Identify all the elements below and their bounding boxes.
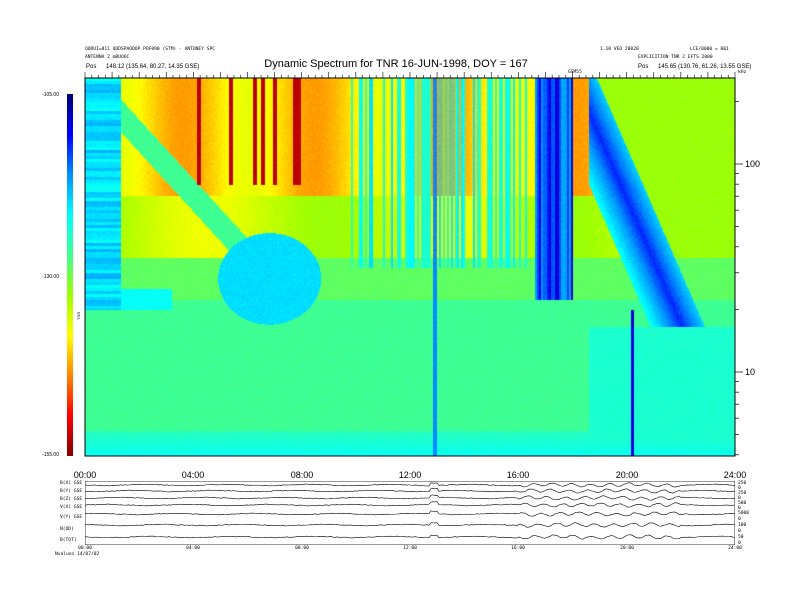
top-tick-marks [84, 72, 736, 78]
header-right-line-2: LCE/0000 = 801 [690, 47, 729, 52]
y-unit-label: kHz [738, 70, 747, 75]
param-scale-4: 500 [738, 501, 747, 506]
parameter-frame [85, 481, 735, 545]
param-scale-11: 0 [738, 541, 741, 546]
parameter-trace [85, 510, 735, 517]
parameter-trace [85, 534, 735, 540]
marker-label: GSM55 [568, 70, 582, 75]
cursor-right-readout: Pos 145.65 (130.76, 61.26, 13.55 GSE) [638, 64, 751, 70]
param-scale-6: 5000 [738, 511, 750, 516]
param-label-btot: B(TOT) [60, 538, 77, 543]
x-tick-16: 16:00 [506, 470, 530, 480]
x-tick-12: 12:00 [398, 470, 422, 480]
cursor-right-label: Pos [638, 64, 649, 70]
header-left-line-2: ANTENNA 2 mBUOOC [85, 55, 130, 60]
cursor-left-label: Pos [86, 64, 97, 70]
param-scale-10: 50 [738, 535, 744, 540]
param-x-tick-16: 16:00 [511, 546, 525, 551]
param-x-tick-08: 08:00 [295, 546, 309, 551]
parameter-trace [85, 482, 735, 488]
parameter-trace [85, 487, 735, 494]
param-label-bx: B(X) GSE [60, 481, 83, 486]
cursor-left-readout: Pos 148.12 (135.64, 80.27, 14.35 GSE) [86, 64, 199, 70]
chart-title: Dynamic Spectrum for TNR 16-JUN-1998, DO… [264, 58, 528, 70]
cursor-right-value: 145.65 (130.76, 61.26, 13.55 GSE) [658, 64, 752, 70]
param-label-vx: V(X) GSE [60, 505, 83, 510]
colorbar-tick-bottom: -155.00 [42, 452, 59, 458]
param-x-tick-00: 00:00 [78, 546, 92, 551]
header-left-line-1: OODUI=811 QODSPAODOP POF090 (STM) - ANTO… [85, 47, 215, 52]
param-label-by: B(Y) GSE [60, 489, 83, 494]
header-right-line-3: EXPLICITION TNR 2 EFTS 2000 [638, 55, 713, 60]
x-tick-04: 04:00 [181, 470, 205, 480]
x-tick-00: 00:00 [73, 470, 97, 480]
header-right-line-1: 1.10 VEO 20020 [600, 47, 639, 52]
param-label-vy: V(Y) GSE [60, 515, 83, 520]
x-tick-08: 08:00 [290, 470, 314, 480]
plot-frame [84, 77, 736, 457]
x-tick-24: 24:00 [723, 470, 747, 480]
param-scale-9: 0 [738, 529, 741, 534]
y-tick-10: 10 [745, 367, 756, 377]
param-scale-2: 250 [738, 491, 747, 496]
parameter-trace [85, 522, 735, 528]
param-scale-7: 0 [738, 517, 741, 522]
param-scale-1: 0 [738, 486, 741, 491]
parameter-trace [85, 494, 735, 501]
right-tick-marks [735, 101, 743, 456]
param-scale-0: 250 [738, 481, 747, 486]
param-scale-3: 0 [738, 496, 741, 501]
param-label-n: N(OD) [60, 527, 74, 532]
parameter-trace [85, 501, 735, 508]
x-tick-20: 20:00 [615, 470, 639, 480]
param-x-tick-12: 12:00 [403, 546, 417, 551]
parameter-traces [85, 482, 735, 540]
param-x-tick-20: 20:00 [620, 546, 634, 551]
param-x-tick-24: 24:00 [728, 546, 742, 551]
y-tick-100: 100 [745, 159, 761, 169]
param-x-tick-04: 04:00 [186, 546, 200, 551]
colorbar-tick-top: -105.00 [42, 92, 59, 98]
cursor-left-value: 148.12 (135.64, 80.27, 14.35 GSE) [106, 64, 200, 70]
spectrogram-axes [84, 72, 743, 457]
colorbar-label: TNR [76, 311, 81, 320]
parameter-panels [85, 481, 735, 545]
param-scale-8: 100 [738, 523, 747, 528]
spectrogram-heatmap [85, 78, 735, 456]
colorbar-tick-mid: -130.00 [42, 274, 59, 280]
param-label-bz: B(Z) GSE [60, 497, 83, 502]
param-scale-5: 0 [738, 506, 741, 511]
param-footer: Nvalues 14/07/02 [55, 552, 100, 557]
colorbar [67, 94, 73, 456]
